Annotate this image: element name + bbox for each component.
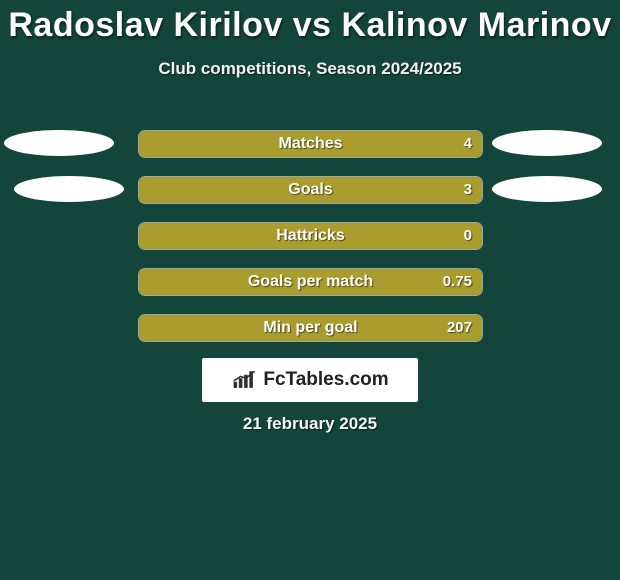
bar-chart-icon [231, 369, 259, 391]
stat-value: 0 [464, 223, 472, 249]
fctables-link[interactable]: FcTables.com [202, 358, 418, 402]
stats-rows: Matches4Goals3Hattricks0Goals per match0… [0, 130, 620, 360]
player-left-marker [14, 176, 124, 202]
stat-value: 0.75 [443, 269, 472, 295]
stat-row: Min per goal207 [0, 314, 620, 360]
stat-value: 3 [464, 177, 472, 203]
stat-label: Min per goal [139, 315, 482, 341]
comparison-card: Radoslav Kirilov vs Kalinov Marinov Club… [0, 6, 620, 580]
stat-bar: Goals3 [138, 176, 483, 204]
footer-site-label: FcTables.com [263, 369, 388, 391]
stat-row: Goals3 [0, 176, 620, 222]
stat-label: Matches [139, 131, 482, 157]
stat-value: 207 [447, 315, 472, 341]
stat-label: Goals per match [139, 269, 482, 295]
stat-bar: Goals per match0.75 [138, 268, 483, 296]
player-left-marker [4, 130, 114, 156]
stat-row: Goals per match0.75 [0, 268, 620, 314]
stat-bar: Hattricks0 [138, 222, 483, 250]
player-right-marker [492, 130, 602, 156]
stat-row: Matches4 [0, 130, 620, 176]
date-label: 21 february 2025 [0, 414, 620, 434]
page-subtitle: Club competitions, Season 2024/2025 [0, 59, 620, 79]
player-right-marker [492, 176, 602, 202]
page-title: Radoslav Kirilov vs Kalinov Marinov [0, 6, 620, 45]
stat-label: Goals [139, 177, 482, 203]
stat-row: Hattricks0 [0, 222, 620, 268]
stat-bar: Min per goal207 [138, 314, 483, 342]
stat-value: 4 [464, 131, 472, 157]
stat-label: Hattricks [139, 223, 482, 249]
stat-bar: Matches4 [138, 130, 483, 158]
